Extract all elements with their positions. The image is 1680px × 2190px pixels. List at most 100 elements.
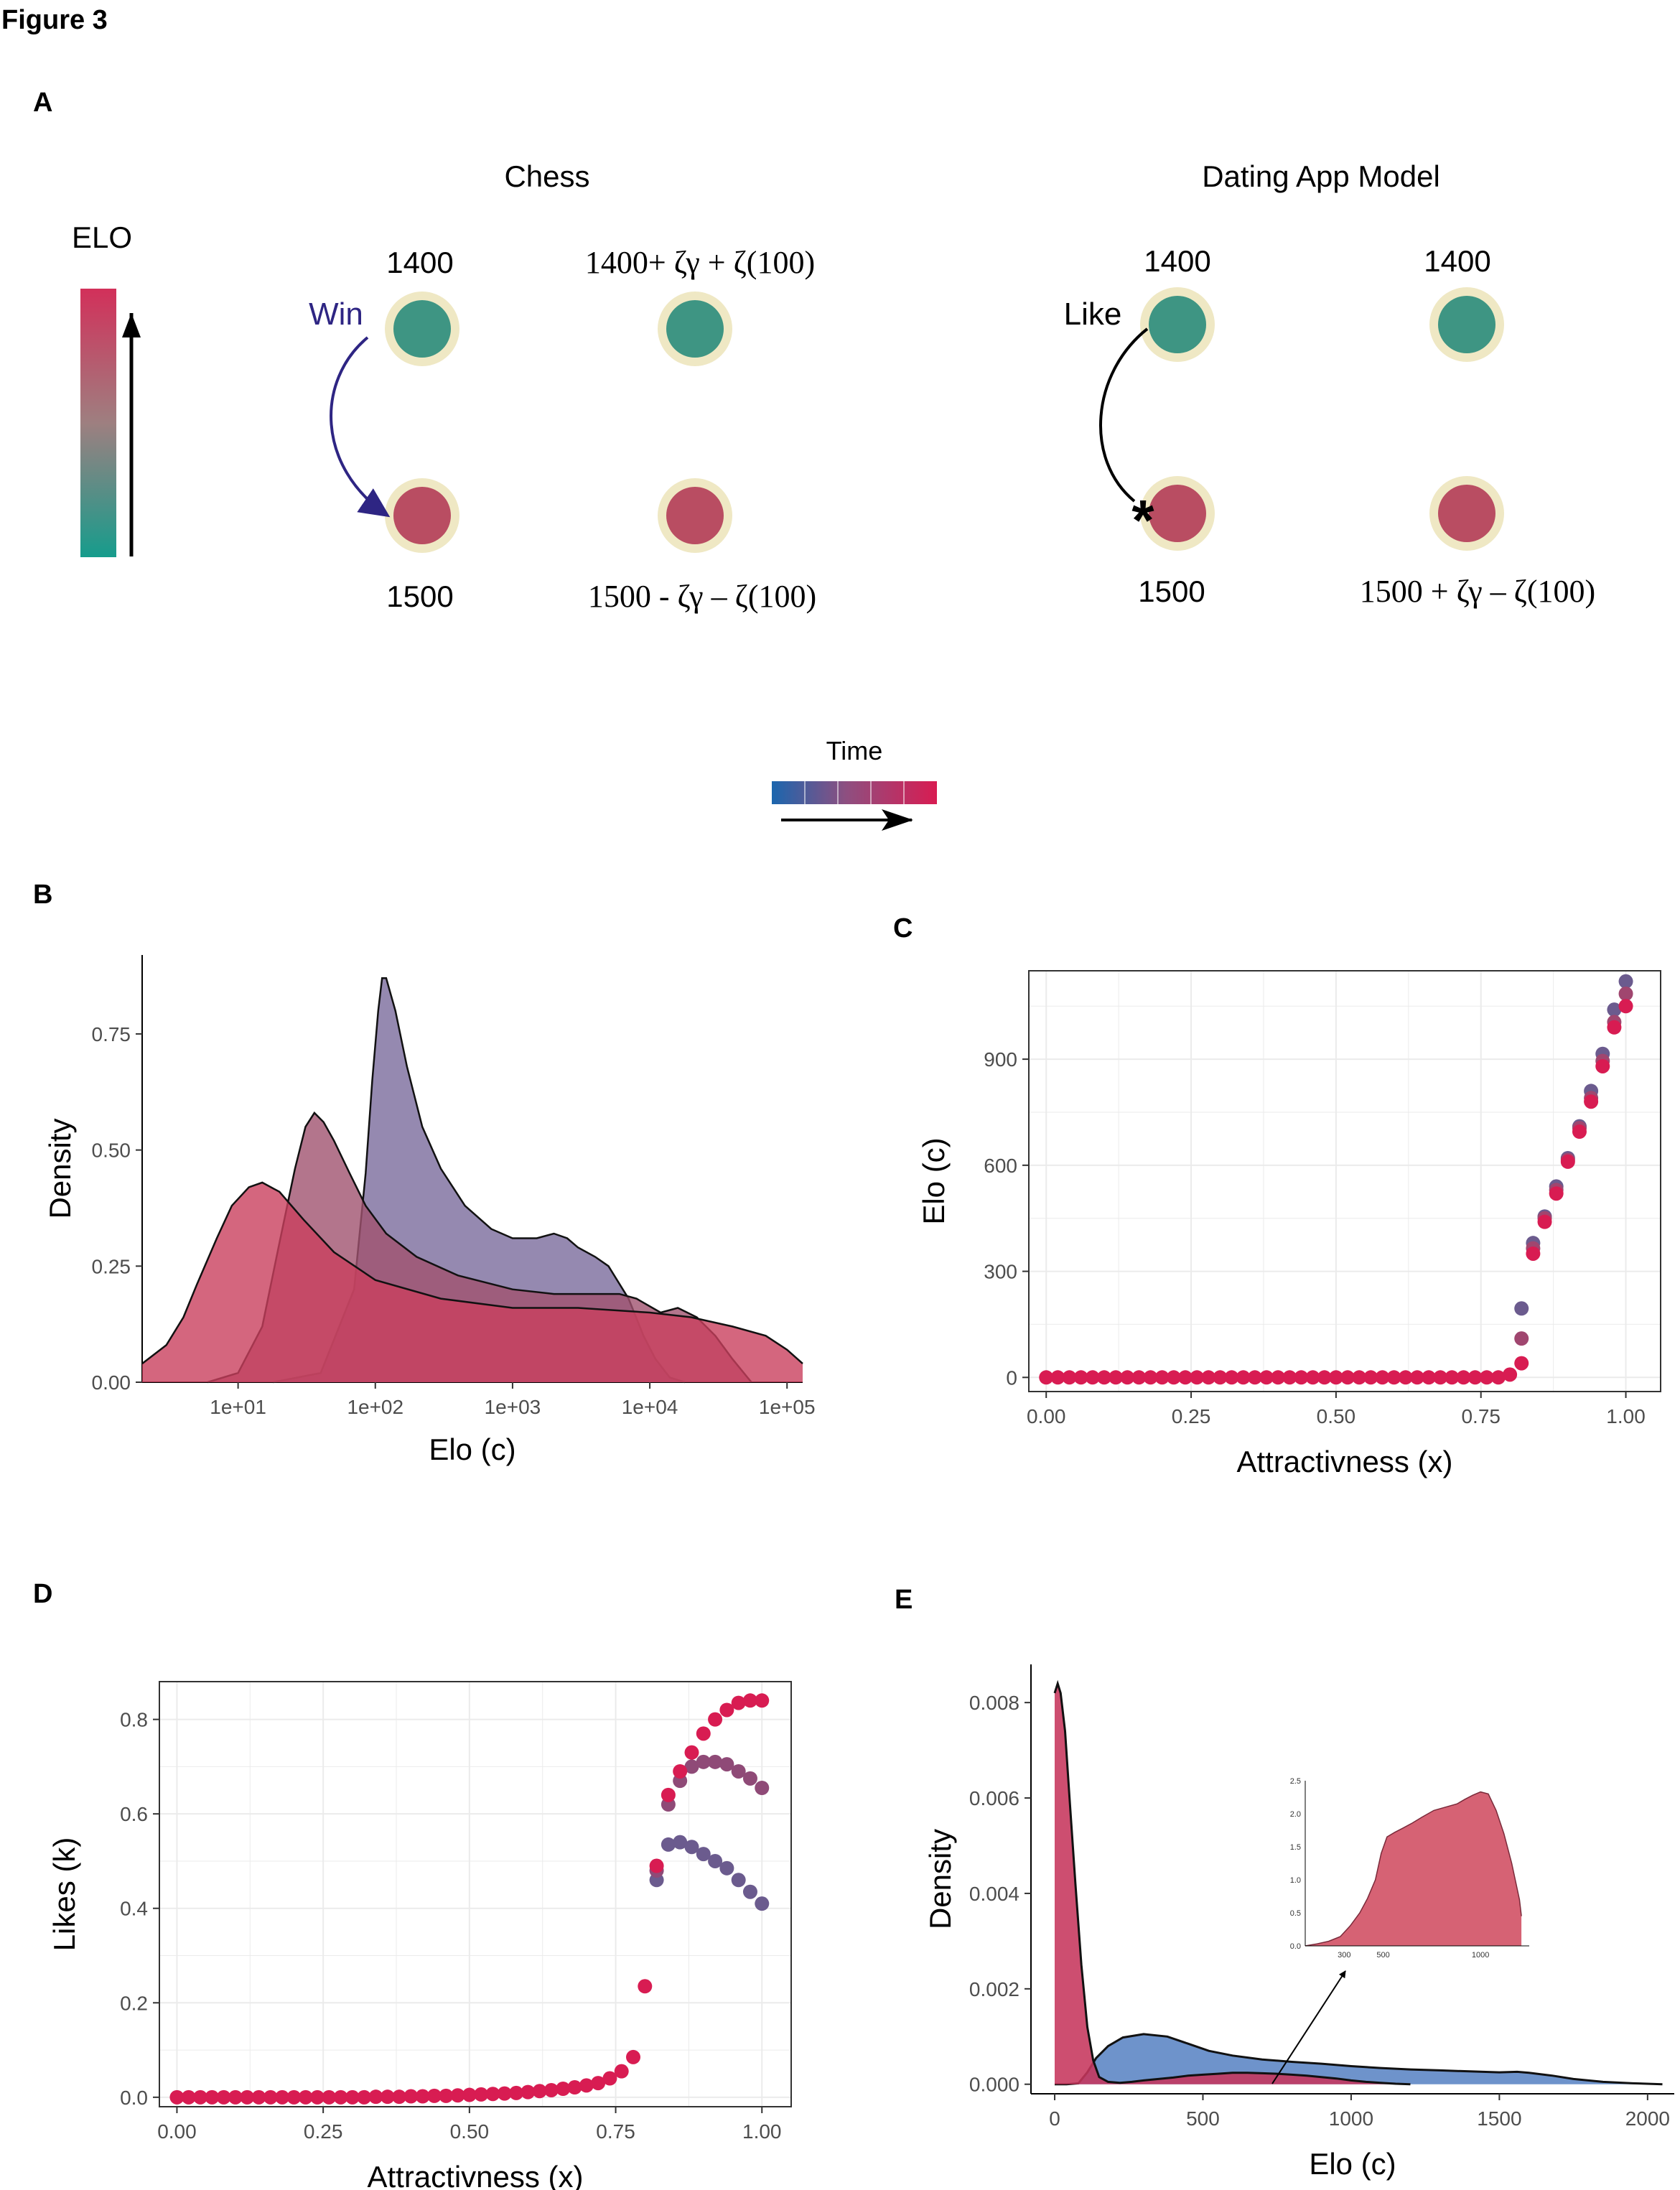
data-point (673, 1763, 688, 1779)
data-point (1618, 987, 1633, 1002)
panel-label-c: C (893, 913, 913, 943)
like-label: Like (1064, 297, 1122, 332)
data-point (696, 1726, 711, 1741)
data-point (1607, 1020, 1622, 1035)
data-point (556, 2082, 571, 2097)
data-point (1352, 1370, 1367, 1385)
x-tick-label: 0.00 (1027, 1405, 1066, 1427)
data-point (1607, 1002, 1622, 1017)
elo-up-arrowhead (122, 313, 141, 337)
data-point (1479, 1370, 1494, 1385)
data-point (1386, 1370, 1401, 1385)
data-point (719, 1757, 734, 1772)
density-outline-2 (141, 1181, 803, 1365)
data-point (532, 2084, 547, 2099)
inset-x-tick-label: 1000 (1472, 1951, 1489, 1960)
data-point (755, 1781, 770, 1795)
chess-bottom-right-rating: 1500 - ζγ – ζ(100) (588, 579, 816, 614)
data-point (742, 1693, 757, 1708)
like-marker-asterisk: * (1131, 488, 1154, 552)
chess-node-top-left (385, 292, 459, 366)
y-tick-label: 900 (984, 1048, 1017, 1071)
dating-bottom-left-rating: 1500 (1138, 574, 1205, 608)
x-tick-label: 1e+05 (759, 1396, 816, 1418)
x-tick-label: 1.00 (1606, 1405, 1646, 1427)
inset-y-tick-label: 2.5 (1290, 1777, 1301, 1786)
inset-density-area (1305, 1791, 1522, 1946)
data-point (1340, 1370, 1355, 1385)
density-area-0 (1055, 2033, 1663, 2084)
density-outline-1 (207, 1111, 752, 1384)
data-point (708, 1754, 723, 1769)
y-tick-label: 0.6 (120, 1803, 148, 1825)
data-point (567, 2080, 582, 2095)
dating-top-left-rating: 1400 (1144, 244, 1210, 278)
data-point (240, 2089, 255, 2105)
y-tick-label: 0.4 (120, 1898, 148, 1920)
data-point (1166, 1370, 1181, 1385)
x-tick-label: 0.25 (1172, 1405, 1211, 1427)
inset-x-tick-label: 500 (1376, 1951, 1389, 1960)
inset-y-tick-label: 2.0 (1290, 1810, 1301, 1819)
y-axis-label: Likes (k) (47, 1837, 81, 1952)
data-point (426, 2088, 442, 2103)
data-point (403, 2089, 419, 2104)
data-point (193, 2089, 208, 2105)
data-point (602, 2071, 617, 2086)
data-point (1143, 1370, 1158, 1385)
data-point (1549, 1186, 1564, 1201)
data-point (345, 2089, 360, 2105)
data-point (1422, 1370, 1437, 1385)
data-point (1190, 1370, 1205, 1385)
data-point (1433, 1370, 1448, 1385)
data-point (205, 2089, 220, 2105)
panel-label-e: E (895, 1585, 913, 1615)
data-point (1247, 1370, 1262, 1385)
data-point (696, 1754, 711, 1769)
x-axis-label: Attractivness (x) (367, 2160, 583, 2190)
dating-bottom-right-rating: 1500 + ζγ – ζ(100) (1360, 574, 1595, 609)
data-point (1409, 1370, 1424, 1385)
data-point (638, 1979, 653, 1994)
y-tick-label: 0.004 (969, 1883, 1019, 1905)
data-point (392, 2089, 407, 2105)
data-point (673, 1835, 688, 1850)
x-tick-label: 1e+03 (485, 1396, 541, 1418)
data-point (521, 2084, 536, 2100)
density-outline-0 (1055, 2033, 1663, 2086)
data-point (1259, 1370, 1274, 1385)
data-point (755, 1693, 770, 1708)
data-point (1375, 1370, 1390, 1385)
win-arrow (330, 336, 391, 518)
data-point (719, 1860, 734, 1876)
inset-x-tick-label: 300 (1338, 1951, 1350, 1960)
dating-node-bottom-right (1429, 476, 1504, 551)
data-point (263, 2089, 278, 2105)
chess-bottom-left-rating: 1500 (386, 579, 453, 613)
y-tick-label: 0.0 (120, 2087, 148, 2109)
figure-title: Figure 3 (1, 5, 108, 35)
data-point (1560, 1154, 1575, 1169)
inset-y-tick-label: 1.5 (1290, 1843, 1301, 1852)
data-point (1236, 1370, 1251, 1385)
y-tick-label: 0.00 (92, 1371, 131, 1394)
data-point (1120, 1370, 1135, 1385)
data-point (626, 2049, 640, 2064)
dating-top-right-rating: 1400 (1424, 244, 1490, 278)
inset-y-tick-label: 0.0 (1290, 1942, 1301, 1951)
data-point (1618, 999, 1633, 1014)
data-point (742, 1771, 757, 1786)
y-tick-label: 0.25 (92, 1255, 131, 1277)
data-point (1503, 1367, 1518, 1382)
y-tick-label: 0.8 (120, 1709, 148, 1731)
data-point (731, 1873, 746, 1888)
data-point (439, 2088, 454, 2103)
data-point (1201, 1370, 1216, 1385)
data-point (1595, 1058, 1610, 1073)
chess-title: Chess (504, 159, 589, 193)
data-point (731, 1695, 746, 1710)
data-point (708, 1712, 723, 1727)
chart-e-elo-density: 0 500 1000 1500 20000.0000.0020.0040.0060.00… (923, 1664, 1674, 2181)
data-point (684, 1840, 699, 1855)
